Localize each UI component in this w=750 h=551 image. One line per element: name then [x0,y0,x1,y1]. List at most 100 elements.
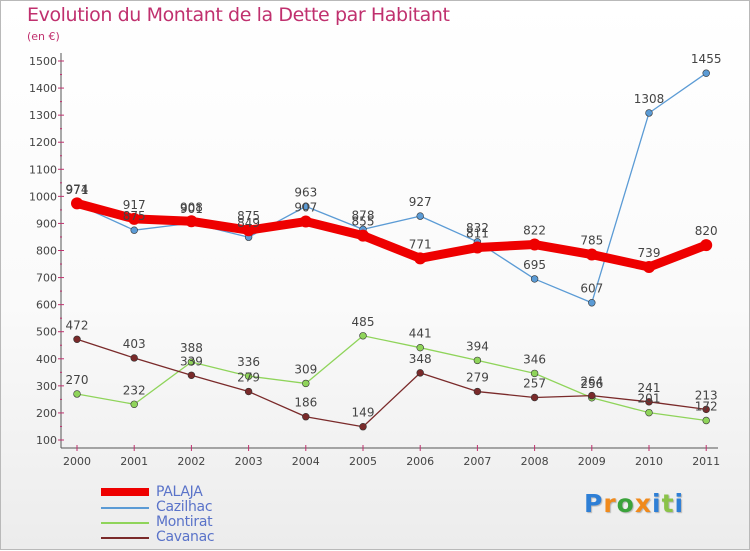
data-point-cavanac [702,405,710,414]
data-label-palaja: 822 [523,224,546,238]
data-label-palaja: 875 [237,209,260,223]
data-label-cavanac: 403 [123,337,146,351]
data-label-cazilhac: 875 [123,209,146,223]
x-tick-label: 2000 [63,455,91,468]
data-label-cavanac: 213 [695,388,718,402]
data-label-palaja: 820 [695,224,718,238]
x-tick-label: 2007 [463,455,491,468]
x-tick-label: 2010 [635,455,663,468]
data-label-palaja: 907 [294,201,317,215]
y-tick-label: 200 [36,407,57,420]
data-label-cazilhac: 971 [66,183,89,197]
data-label-montirat: 232 [123,383,146,397]
data-point-cavanac [645,398,653,406]
data-point-montirat [130,400,138,408]
logo-letter: t [661,489,675,518]
data-point-cazilhac [416,212,424,220]
data-label-cavanac: 264 [580,375,603,389]
data-point-montirat [359,332,367,340]
legend-swatch-palaja [101,488,149,496]
data-point-cavanac [530,393,539,402]
data-point-palaja [128,212,141,225]
series-line-palaja [72,198,711,272]
x-tick-label: 2006 [406,455,434,468]
data-point-palaja [299,215,312,228]
data-point-montirat [473,356,482,365]
data-point-cavanac [73,335,81,343]
data-label-montirat: 201 [638,392,661,406]
data-label-palaja: 739 [638,246,661,260]
data-label-palaja: 771 [409,237,432,251]
data-point-cavanac [359,423,367,431]
y-tick-label: 500 [36,326,57,339]
data-point-montirat [702,416,710,425]
data-point-palaja [643,261,655,274]
series-line-cazilhac [76,72,707,304]
logo-letter: P [584,489,604,518]
logo-letter: i [652,489,662,518]
x-tick-label: 2003 [235,455,263,468]
legend-label-cazilhac: Cazilhac [156,499,213,515]
data-label-cazilhac: 695 [523,258,546,272]
y-tick-label: 600 [36,299,57,312]
data-point-cavanac [416,369,424,377]
y-tick-label: 1300 [29,109,57,122]
data-point-cavanac [473,387,482,396]
legend-item-montirat: Montirat [101,514,301,530]
data-label-cazilhac: 607 [580,282,603,296]
x-tick-label: 2009 [578,455,606,468]
data-label-palaja: 908 [180,200,203,214]
y-tick-label: 400 [36,353,57,366]
data-point-montirat [530,369,539,378]
data-label-cavanac: 279 [466,371,489,385]
data-point-palaja [585,248,598,261]
series-line-cavanac [76,338,707,428]
data-point-palaja [528,238,541,251]
logo-letter: i [674,489,685,518]
legend-item-palaja: PALAJA [101,484,301,500]
proxiti-logo: Proxiti [584,489,684,518]
y-tick-label: 1200 [29,136,57,149]
data-point-montirat [302,379,310,388]
data-point-montirat [416,343,424,352]
series-line-montirat [76,335,707,422]
data-point-cazilhac [588,299,596,307]
legend-item-cavanac: Cavanac [101,529,301,545]
y-tick-label: 700 [36,272,57,285]
x-tick-label: 2002 [177,455,205,468]
data-label-cavanac: 348 [409,352,432,366]
data-label-cavanac: 257 [523,376,546,390]
y-tick-label: 1100 [29,163,57,176]
x-tick-label: 2008 [521,455,549,468]
data-label-cazilhac: 878 [352,208,375,222]
data-label-palaja: 785 [580,234,603,248]
y-tick-label: 1000 [29,190,57,203]
chart-legend: PALAJA Cazilhac Montirat Cavanac [101,484,301,545]
data-label-montirat: 309 [294,362,317,376]
x-tick-label: 2005 [349,455,377,468]
data-point-cazilhac [530,275,539,283]
logo-letter: x [634,489,652,518]
logo-letter: r [603,489,617,518]
data-label-cazilhac: 1308 [634,92,665,106]
data-label-montirat: 388 [180,341,203,355]
y-tick-label: 900 [36,217,57,230]
y-tick-label: 100 [36,434,57,447]
data-point-cazilhac [130,226,138,234]
data-point-cavanac [244,387,253,396]
legend-item-cazilhac: Cazilhac [101,499,301,515]
data-label-montirat: 485 [352,315,375,329]
data-label-cazilhac: 849 [237,216,260,230]
x-tick-label: 2001 [120,455,148,468]
data-point-cavanac [302,413,310,421]
data-label-cazilhac: 832 [466,221,489,235]
legend-label-montirat: Montirat [156,514,213,530]
data-point-palaja [471,241,484,254]
data-point-cavanac [588,391,596,400]
x-tick-label: 2004 [292,455,320,468]
data-point-palaja [71,197,83,210]
data-label-montirat: 346 [523,352,546,366]
data-label-montirat: 256 [580,377,603,391]
data-label-cavanac: 339 [180,354,203,368]
data-label-palaja: 917 [123,198,146,212]
